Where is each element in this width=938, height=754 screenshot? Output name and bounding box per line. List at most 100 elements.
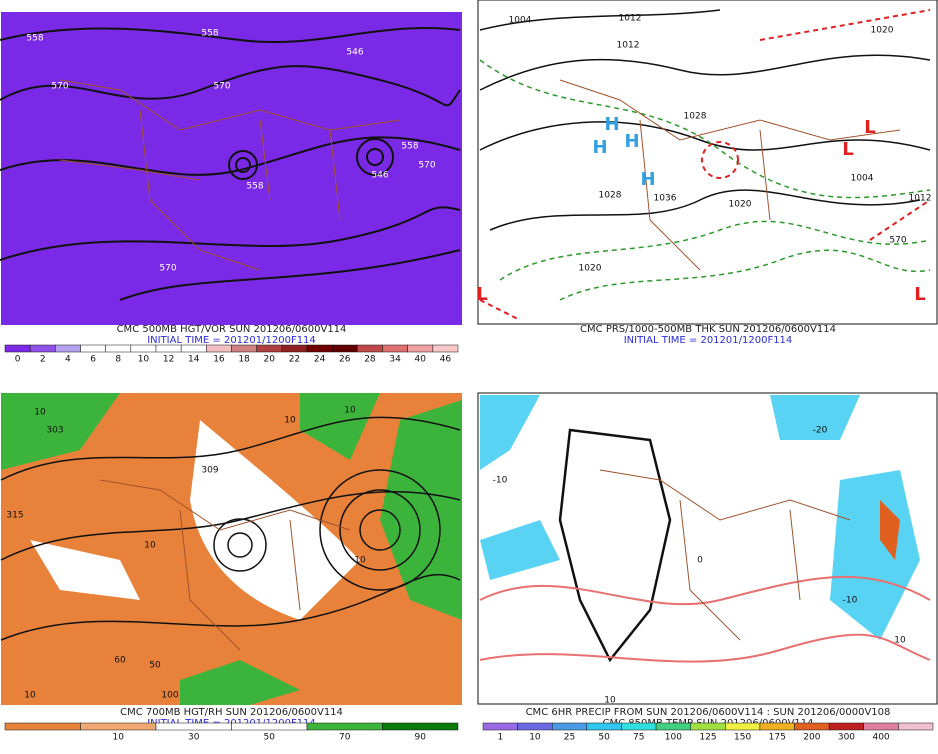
- colorbar-swatch: [80, 344, 106, 353]
- contour-label: 570: [159, 264, 176, 274]
- contour-label: 309: [201, 466, 218, 476]
- colorbar-label: 8: [115, 355, 121, 365]
- contour-label: 1036: [654, 194, 677, 204]
- colorbar-label: 12: [163, 355, 174, 365]
- panel-title: CMC 6HR PRECIP FROM SUN 201206/0600V114 …: [526, 707, 891, 718]
- colorbar-swatch: [231, 344, 257, 353]
- colorbar-swatch: [586, 722, 622, 731]
- colorbar-label: 75: [633, 733, 644, 743]
- colorbar-swatch: [690, 722, 726, 731]
- colorbar-swatch: [863, 722, 899, 731]
- colorbar-swatch: [482, 722, 518, 731]
- colorbar-swatch: [4, 722, 81, 731]
- panel-subtitle: INITIAL TIME = 201201/1200F114: [147, 335, 316, 346]
- pressure-center: L: [476, 284, 487, 305]
- colorbar-swatch: [231, 722, 308, 731]
- pressure-center: H: [640, 169, 655, 190]
- colorbar-label: 2: [40, 355, 46, 365]
- colorbar-label: 30: [188, 733, 200, 743]
- contour-label: 0: [697, 556, 703, 566]
- colorbar-swatch: [759, 722, 795, 731]
- colorbar-swatch: [828, 722, 865, 731]
- colorbar-label: 175: [769, 733, 786, 743]
- colorbar-swatch: [794, 722, 830, 731]
- colorbar-swatch: [407, 344, 434, 353]
- colorbar-swatch: [551, 722, 588, 731]
- colorbar-label: 22: [289, 355, 300, 365]
- colorbar-label: 28: [364, 355, 376, 365]
- contour-label: 546: [371, 171, 388, 181]
- colorbar-label: 10: [113, 733, 125, 743]
- map-background: [1, 12, 462, 325]
- contour-label: 558: [246, 182, 263, 192]
- contour-label: 10: [354, 556, 366, 566]
- pressure-center: L: [914, 284, 925, 305]
- contour-label: 315: [6, 511, 23, 521]
- colorbar-label: 50: [598, 733, 610, 743]
- colorbar-label: 90: [415, 733, 427, 743]
- colorbar-label: 16: [213, 355, 225, 365]
- contour-label: 558: [401, 142, 418, 152]
- contour-label: 60: [114, 656, 126, 666]
- contour-label: -20: [813, 426, 828, 436]
- colorbar-label: 10: [529, 733, 541, 743]
- colorbar-swatch: [155, 344, 182, 353]
- panel-title: CMC PRS/1000-500MB THK SUN 201206/0600V1…: [580, 324, 836, 335]
- colorbar-swatch: [155, 722, 232, 731]
- colorbar-label: 46: [440, 355, 452, 365]
- contour-label: 100: [161, 691, 178, 701]
- contour-label: 1004: [509, 16, 532, 26]
- colorbar-swatch: [331, 344, 358, 353]
- colorbar-swatch: [256, 344, 283, 353]
- contour-label: 1004: [851, 174, 874, 184]
- colorbar-swatch: [206, 344, 232, 353]
- contour-label: -10: [843, 596, 858, 606]
- contour-label: 570: [418, 161, 435, 171]
- colorbar-label: 0: [15, 355, 21, 365]
- pressure-center: L: [842, 139, 853, 160]
- contour-label: 1012: [619, 14, 642, 24]
- colorbar-swatch: [55, 344, 81, 353]
- colorbar-swatch: [432, 344, 459, 353]
- colorbar-label: 25: [564, 733, 575, 743]
- contour-label: 10: [144, 541, 156, 551]
- colorbar-label: 1: [497, 733, 503, 743]
- colorbar-label: 20: [264, 355, 276, 365]
- pressure-center: H: [624, 131, 639, 152]
- contour-label: 10: [24, 691, 36, 701]
- contour-label: 1012: [909, 194, 932, 204]
- colorbar-swatch: [180, 344, 207, 353]
- colorbar-label: 100: [665, 733, 682, 743]
- contour-label: 303: [46, 426, 63, 436]
- contour-label: -10: [493, 476, 508, 486]
- colorbar-swatch: [281, 344, 308, 353]
- panel-title: CMC 700MB HGT/RH SUN 201206/0600V114: [120, 707, 343, 718]
- colorbar-swatch: [130, 344, 157, 353]
- colorbar-label: 300: [838, 733, 855, 743]
- contour-label: 570: [889, 236, 906, 246]
- contour-label: 50: [149, 661, 161, 671]
- colorbar-swatch: [29, 344, 56, 353]
- colorbar-swatch: [725, 722, 761, 731]
- panel-3-map: [0, 393, 462, 705]
- colorbar-label: 18: [238, 355, 250, 365]
- panel-1-map: [0, 12, 462, 325]
- colorbar-swatch: [80, 722, 157, 731]
- contour-label: 1028: [599, 191, 622, 201]
- colorbar-swatch: [382, 344, 408, 353]
- colorbar-swatch: [898, 722, 934, 731]
- panel-2-map: [477, 0, 938, 325]
- colorbar-swatch: [382, 722, 459, 731]
- panel-subtitle: INITIAL TIME = 201201/1200F114: [624, 335, 793, 346]
- contour-label: 10: [894, 636, 906, 646]
- colorbar-label: 150: [734, 733, 751, 743]
- colorbar-label: 125: [699, 733, 716, 743]
- colorbar-label: 26: [339, 355, 351, 365]
- colorbar-swatch: [4, 344, 31, 353]
- colorbar-label: 6: [90, 355, 96, 365]
- contour-label: 10: [344, 406, 356, 416]
- map-background: [478, 0, 938, 325]
- colorbar-swatch: [655, 722, 691, 731]
- colorbar-swatch: [517, 722, 553, 731]
- pressure-center: H: [604, 114, 619, 135]
